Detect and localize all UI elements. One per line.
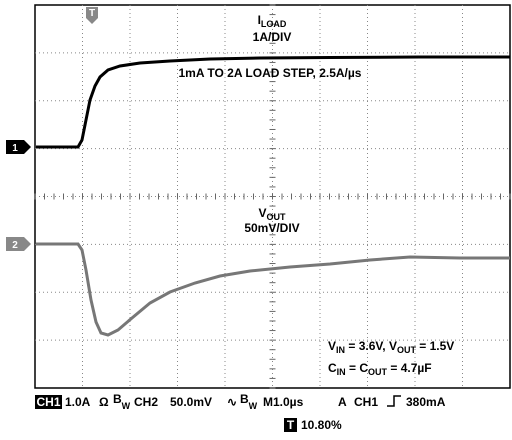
- label-main: V: [258, 206, 266, 220]
- subscript: OUT: [368, 367, 388, 377]
- condition-line: CIN = COUT = 4.7µF: [328, 361, 432, 377]
- ch2-label: CH2: [134, 395, 158, 409]
- ch2-scale: 50.0mV: [170, 395, 212, 409]
- trigger-level: 380mA: [406, 395, 446, 409]
- ch1-coupling: Ω: [99, 395, 109, 409]
- ch2-bandwidth: BW: [240, 392, 258, 411]
- trigger-mode: A: [338, 395, 347, 409]
- channel-1-marker-label: 1: [12, 143, 18, 154]
- text-part: C: [328, 361, 337, 375]
- current-label: ILOAD: [258, 13, 287, 29]
- voltage-trace: [36, 242, 510, 337]
- subscript: OUT: [397, 345, 417, 355]
- ch1-badge-label: CH1: [36, 395, 60, 409]
- text-part: = 4.7µF: [387, 361, 432, 375]
- trigger-position: 10.80%: [301, 418, 342, 432]
- voltage-label: VOUT: [258, 206, 286, 222]
- text-part: = 3.6V, V: [345, 339, 397, 353]
- bw-sub: W: [249, 401, 258, 411]
- current-trace: [36, 55, 510, 149]
- trigger-badge-label: T: [287, 418, 295, 432]
- trigger-badge: [284, 418, 297, 432]
- trigger-marker-label: T: [89, 8, 95, 19]
- text-part: = C: [346, 361, 369, 375]
- channel-1-marker: 1: [6, 140, 31, 154]
- channel-2-marker: 2: [6, 237, 31, 251]
- label-sub: OUT: [267, 212, 287, 222]
- label-sub: LOAD: [261, 19, 287, 29]
- text-part: = 1.5V: [416, 339, 454, 353]
- ch1-scale: 1.0A: [65, 395, 91, 409]
- subscript: IN: [336, 345, 345, 355]
- subscript: IN: [337, 367, 346, 377]
- trigger-marker: T: [86, 7, 98, 24]
- text-part: V: [328, 339, 336, 353]
- voltage-scale: 50mV/DIV: [244, 221, 299, 235]
- ch2-coupling: ∿: [227, 395, 237, 409]
- bw-sub: W: [122, 401, 131, 411]
- annotation: 1mA TO 2A LOAD STEP, 2.5A/µs: [179, 66, 362, 80]
- condition-line: VIN = 3.6V, VOUT = 1.5V: [328, 339, 454, 355]
- bw-main: B: [240, 392, 249, 406]
- channel-2-marker-label: 2: [12, 240, 18, 251]
- grid: [34, 4, 511, 389]
- bw-main: B: [113, 392, 122, 406]
- label-main: I: [258, 13, 261, 27]
- status-bar: CH1 1.0A Ω BW CH2 50.0mV ∿ BW M1.0µs A C…: [35, 392, 446, 432]
- timebase: M1.0µs: [263, 395, 304, 409]
- trigger-edge-icon: [387, 395, 401, 407]
- trigger-source: CH1: [354, 395, 378, 409]
- ch1-bandwidth: BW: [113, 392, 131, 411]
- current-scale: 1A/DIV: [253, 30, 292, 44]
- ch1-badge: [35, 395, 62, 409]
